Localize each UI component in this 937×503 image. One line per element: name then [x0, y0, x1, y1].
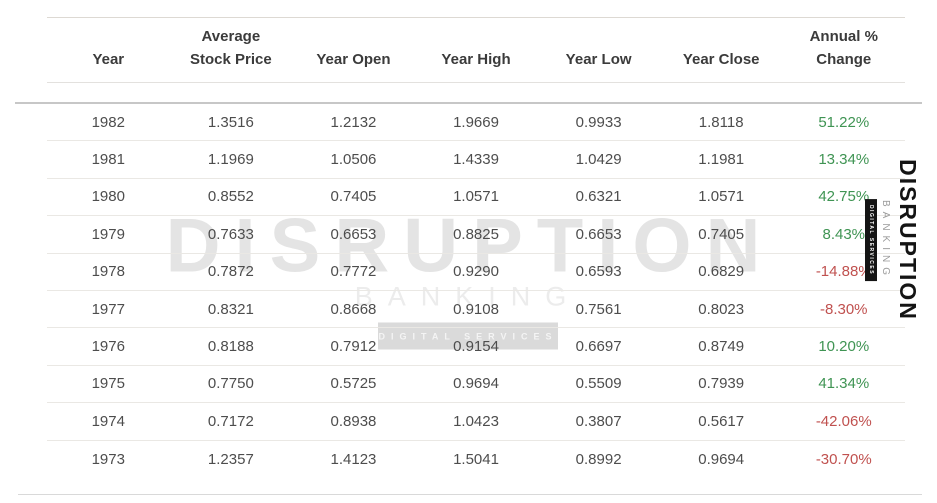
- cell-year: 1975: [91, 375, 125, 393]
- cell-year-high: 0.9108: [453, 300, 499, 318]
- cell-average-stock-price: 1.2357: [207, 450, 254, 468]
- cell-year-open: 0.5725: [330, 375, 377, 393]
- cell-year-open: 1.4123: [330, 450, 377, 468]
- cell-year-high: 1.4339: [453, 151, 499, 169]
- table-body-top-border: [15, 102, 922, 104]
- cell-year-open: 0.7772: [330, 263, 377, 281]
- brand-logo-subtitle: BANKING: [880, 199, 891, 280]
- cell-annual-change: 13.34%: [818, 151, 870, 169]
- cell-year-low: 0.8992: [575, 450, 622, 468]
- table-body-bottom-border: [18, 494, 922, 495]
- brand-logo-title: DISRUPTION: [895, 159, 921, 321]
- cell-year-high: 0.9290: [453, 263, 499, 281]
- cell-year: 1978: [91, 263, 125, 281]
- cell-year-open: 0.7912: [330, 338, 377, 356]
- cell-year-close: 0.7939: [698, 375, 745, 393]
- cell-year-low: 0.6321: [575, 188, 622, 206]
- cell-year: 1976: [91, 338, 125, 356]
- cell-annual-change: 51.22%: [818, 113, 870, 131]
- cell-year: 1974: [91, 412, 125, 430]
- column-header-year-low: Year Low: [565, 50, 632, 68]
- cell-year-open: 0.6653: [330, 225, 377, 243]
- cell-year: 1973: [91, 450, 125, 468]
- cell-year: 1977: [91, 300, 125, 318]
- table-row: 1975 0.7750 0.5725 0.9694 0.5509 0.7939 …: [47, 366, 905, 404]
- cell-average-stock-price: 1.3516: [207, 113, 254, 131]
- cell-annual-change: -42.06%: [815, 412, 872, 430]
- table-body: 1982 1.3516 1.2132 1.9669 0.9933 1.8118 …: [47, 104, 905, 478]
- column-header-year-close: Year Close: [682, 50, 760, 68]
- cell-year-open: 0.7405: [330, 188, 377, 206]
- cell-year-close: 0.8023: [698, 300, 745, 318]
- cell-year-high: 1.5041: [453, 450, 499, 468]
- cell-annual-change: -30.70%: [815, 450, 872, 468]
- table-row: 1973 1.2357 1.4123 1.5041 0.8992 0.9694 …: [47, 441, 905, 478]
- cell-average-stock-price: 0.7172: [207, 412, 254, 430]
- brand-logo-badge: DIGITAL SERVICES: [865, 198, 877, 282]
- cell-year-close: 1.0571: [698, 188, 745, 206]
- cell-annual-change: -8.30%: [819, 300, 868, 318]
- cell-year-high: 0.9154: [453, 338, 499, 356]
- cell-annual-change: 10.20%: [818, 338, 870, 356]
- cell-annual-change: 42.75%: [818, 188, 870, 206]
- table-row: 1977 0.8321 0.8668 0.9108 0.7561 0.8023 …: [47, 291, 905, 329]
- cell-year-open: 1.0506: [330, 151, 377, 169]
- cell-average-stock-price: 0.8321: [207, 300, 254, 318]
- table-row: 1978 0.7872 0.7772 0.9290 0.6593 0.6829 …: [47, 254, 905, 291]
- cell-year-low: 0.3807: [575, 412, 622, 430]
- column-header-annual-change: Annual % Change: [809, 27, 878, 68]
- cell-average-stock-price: 0.7750: [207, 375, 254, 393]
- cell-year-close: 1.8118: [698, 113, 744, 131]
- cell-year-high: 1.9669: [453, 113, 499, 131]
- cell-average-stock-price: 0.7872: [207, 263, 254, 281]
- column-header-year-open: Year Open: [316, 50, 391, 68]
- cell-year: 1980: [91, 188, 125, 206]
- cell-year-close: 0.7405: [698, 225, 745, 243]
- cell-year-high: 0.9694: [453, 375, 499, 393]
- cell-year-low: 1.0429: [575, 151, 622, 169]
- table-row: 1976 0.8188 0.7912 0.9154 0.6697 0.8749 …: [47, 328, 905, 366]
- cell-average-stock-price: 0.8188: [207, 338, 254, 356]
- cell-year: 1981: [91, 151, 125, 169]
- column-header-year: Year: [92, 50, 125, 68]
- cell-year: 1979: [91, 225, 125, 243]
- table-row: 1980 0.8552 0.7405 1.0571 0.6321 1.0571 …: [47, 179, 905, 217]
- cell-average-stock-price: 1.1969: [207, 151, 254, 169]
- side-brand-logo: DISRUPTION BANKING DIGITAL SERVICES: [865, 159, 921, 321]
- cell-year-high: 1.0423: [453, 412, 499, 430]
- cell-year-high: 0.8825: [453, 225, 499, 243]
- cell-year-close: 0.8749: [698, 338, 745, 356]
- cell-year-close: 0.6829: [698, 263, 745, 281]
- cell-year-low: 0.5509: [575, 375, 622, 393]
- cell-year-open: 0.8668: [330, 300, 377, 318]
- cell-average-stock-price: 0.8552: [207, 188, 254, 206]
- table-row: 1981 1.1969 1.0506 1.4339 1.0429 1.1981 …: [47, 141, 905, 179]
- column-header-year-high: Year High: [441, 50, 511, 68]
- cell-year-low: 0.9933: [575, 113, 622, 131]
- table-row: 1974 0.7172 0.8938 1.0423 0.3807 0.5617 …: [47, 403, 905, 441]
- table-row: 1979 0.7633 0.6653 0.8825 0.6653 0.7405 …: [47, 216, 905, 254]
- cell-year-open: 1.2132: [330, 113, 377, 131]
- cell-year-close: 0.5617: [698, 412, 745, 430]
- cell-year-close: 0.9694: [698, 450, 745, 468]
- cell-annual-change: -14.88%: [815, 263, 872, 281]
- cell-year-low: 0.6653: [575, 225, 622, 243]
- cell-year-low: 0.7561: [575, 300, 622, 318]
- cell-year-high: 1.0571: [453, 188, 499, 206]
- cell-year-low: 0.6697: [575, 338, 622, 356]
- cell-year-open: 0.8938: [330, 412, 377, 430]
- column-header-average-stock-price: Average Stock Price: [190, 27, 272, 68]
- table-header-row: Year Average Stock Price Year Open Year …: [47, 17, 905, 83]
- cell-annual-change: 8.43%: [822, 225, 866, 243]
- cell-year-close: 1.1981: [698, 151, 745, 169]
- table-row: 1982 1.3516 1.2132 1.9669 0.9933 1.8118 …: [47, 104, 905, 142]
- cell-average-stock-price: 0.7633: [207, 225, 254, 243]
- cell-year-low: 0.6593: [575, 263, 622, 281]
- cell-annual-change: 41.34%: [818, 375, 870, 393]
- cell-year: 1982: [91, 113, 125, 131]
